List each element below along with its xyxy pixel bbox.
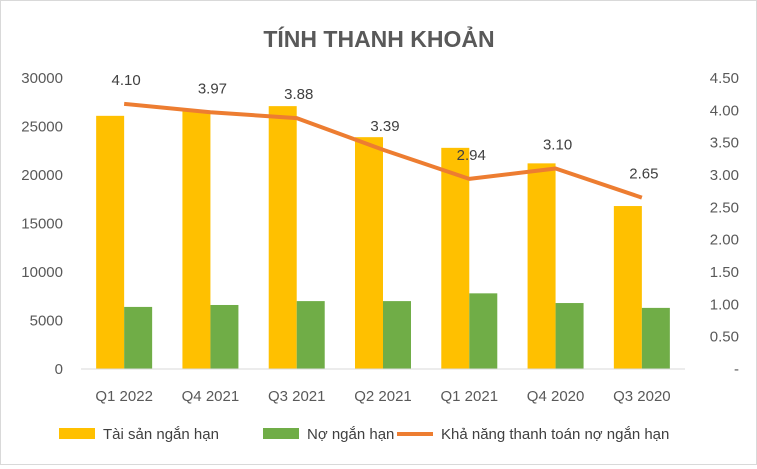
- line-kha-nang-thanh-toan: [123, 101, 643, 200]
- y-right-tick-label: 3.00: [710, 167, 739, 184]
- y-left-tick-label: 5000: [30, 313, 63, 330]
- y-right-tick-label: 2.50: [710, 199, 739, 216]
- x-tick-label: Q4 2020: [527, 388, 585, 405]
- bar-no-ngan-han: [296, 301, 325, 369]
- x-tick-label: Q1 2022: [95, 388, 153, 405]
- bar-tai-san-ngan-han: [441, 147, 470, 369]
- bar-no-ngan-han: [641, 307, 670, 369]
- data-label: 4.10: [112, 72, 141, 89]
- legend-swatch: [59, 428, 95, 439]
- legend-label: Khả năng thanh toán nợ ngắn hạn: [441, 426, 669, 443]
- data-label: 2.94: [457, 147, 486, 164]
- data-label: 2.65: [629, 166, 658, 183]
- y-right-tick-label: 1.50: [710, 264, 739, 281]
- x-tick-label: Q4 2021: [182, 388, 240, 405]
- data-label: 3.88: [284, 86, 313, 103]
- x-tick-label: Q3 2020: [613, 388, 671, 405]
- y-left-tick-label: 20000: [21, 167, 63, 184]
- data-label: 3.97: [198, 80, 227, 97]
- y-right-tick-label: 0.50: [710, 329, 739, 346]
- bar-tai-san-ngan-han: [527, 163, 556, 369]
- bar-no-ngan-han: [124, 306, 153, 369]
- data-label: 3.10: [543, 137, 572, 154]
- data-label: 3.39: [370, 118, 399, 135]
- x-tick-label: Q3 2021: [268, 388, 326, 405]
- bar-tai-san-ngan-han: [96, 115, 125, 369]
- plot-area: 0 5000 10000 15000 20000 25000 30000 - 0.50 1.00 1…: [21, 70, 739, 405]
- chart-title: TÍNH THANH KHOẢN: [263, 24, 494, 52]
- y-left-tick-label: 0: [55, 361, 63, 378]
- bar-tai-san-ngan-han: [355, 137, 383, 369]
- y-right-tick-label: 1.00: [710, 296, 739, 313]
- x-tick-label: Q2 2021: [354, 388, 412, 405]
- y-right-tick-label: 4.50: [710, 70, 739, 87]
- legend-label: Nợ ngắn hạn: [307, 426, 394, 443]
- bar-no-ngan-han: [383, 301, 411, 369]
- x-tick-label: Q1 2021: [441, 388, 499, 405]
- bar-no-ngan-han: [469, 293, 498, 369]
- y-right-tick-label: -: [734, 361, 739, 378]
- bar-tai-san-ngan-han: [613, 206, 642, 369]
- legend-swatch: [263, 428, 299, 439]
- y-left-tick-label: 25000: [21, 119, 63, 136]
- y-left-tick-label: 15000: [21, 216, 63, 233]
- legend-label: Tài sản ngắn hạn: [103, 426, 219, 443]
- bar-no-ngan-han: [210, 304, 239, 369]
- y-right-tick-label: 3.50: [710, 135, 739, 152]
- y-right-tick-label: 2.00: [710, 232, 739, 249]
- y-left-tick-label: 10000: [21, 264, 63, 281]
- legend: Tài sản ngắn hạn Nợ ngắn hạn Khả năng than…: [59, 426, 669, 443]
- y-left-tick-label: 30000: [21, 70, 63, 87]
- y-right-tick-label: 4.00: [710, 102, 739, 119]
- bar-tai-san-ngan-han: [182, 110, 211, 369]
- bar-tai-san-ngan-han: [268, 106, 297, 369]
- bar-no-ngan-han: [555, 303, 584, 369]
